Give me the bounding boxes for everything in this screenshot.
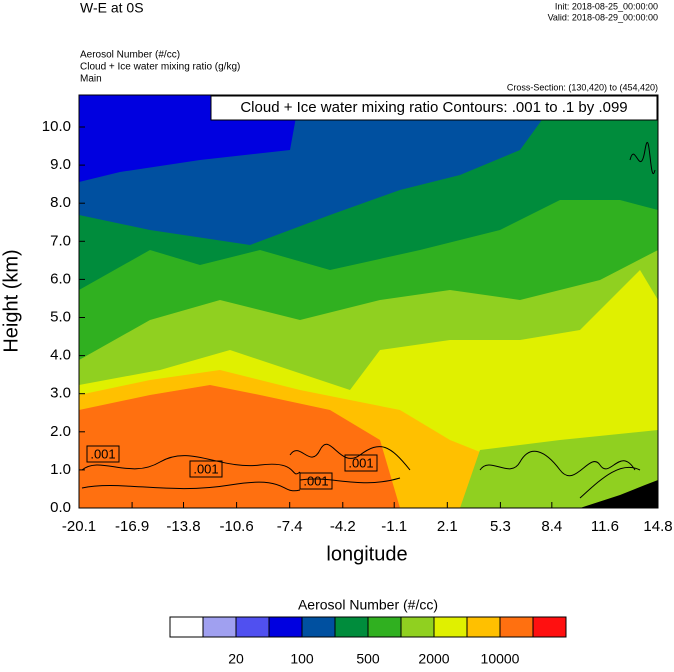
contour-line xyxy=(81,455,301,492)
colorbar-title: Aerosol Number (#/cc) xyxy=(298,597,438,613)
y-tick-label: 9.0 xyxy=(50,156,71,173)
y-tick-label: 10.0 xyxy=(42,118,71,135)
terrain xyxy=(580,480,658,508)
colorbar-box xyxy=(367,616,402,638)
contour-line xyxy=(289,443,411,484)
colorbar-label: 100 xyxy=(290,651,314,667)
field xyxy=(79,95,658,508)
y-tick-label: 7.0 xyxy=(50,232,71,249)
plot-frame xyxy=(78,94,659,509)
colorbar-box xyxy=(499,616,534,638)
colorbar-box xyxy=(433,616,468,638)
colorbar-label: 500 xyxy=(356,651,380,667)
y-tick-label: 4.0 xyxy=(50,347,71,364)
x-tick-label: -20.1 xyxy=(62,518,96,535)
colorbar-box xyxy=(301,616,336,638)
x-tick-label: -13.8 xyxy=(166,518,200,535)
label-box xyxy=(299,472,333,490)
field-name: Cloud + Ice water mixing ratio (g/kg) xyxy=(80,62,240,73)
contour-line xyxy=(629,141,656,174)
valid-time: Valid: 2018-08-29_00:00:00 xyxy=(548,12,658,22)
x-tick-label: 14.8 xyxy=(643,518,672,535)
label-box xyxy=(86,445,120,463)
colorbar-box xyxy=(532,616,567,638)
contour-label: .001 xyxy=(303,473,328,488)
x-tick-label: -1.1 xyxy=(381,518,407,535)
y-tick-label: 0.0 xyxy=(50,499,71,516)
colorbar-label: 10000 xyxy=(481,651,520,667)
y-axis-label: Height (km) xyxy=(0,249,22,352)
contour-label: .001 xyxy=(348,455,373,470)
field-band xyxy=(79,385,400,508)
x-axis-label: longitude xyxy=(326,543,407,565)
colorbar-label: 20 xyxy=(228,651,244,667)
colorbar-box xyxy=(400,616,435,638)
cross-section: Cross-Section: (130,420) to (454,420) xyxy=(507,82,658,92)
annotation: Cloud + Ice water mixing ratio Contours:… xyxy=(240,99,627,116)
field-name: Aerosol Number (#/cc) xyxy=(80,50,180,61)
colorbar-box xyxy=(235,616,270,638)
colorbar-box xyxy=(334,616,369,638)
contour-line xyxy=(479,450,641,499)
y-tick-label: 5.0 xyxy=(50,308,71,325)
y-tick-label: 2.0 xyxy=(50,423,71,440)
x-tick-label: -7.4 xyxy=(277,518,303,535)
y-tick-label: 1.0 xyxy=(50,461,71,478)
label-box xyxy=(344,454,378,472)
colorbar-box xyxy=(466,616,501,638)
contour-label: .001 xyxy=(193,461,218,476)
x-tick-label: -16.9 xyxy=(115,518,149,535)
colorbar-label: 2000 xyxy=(418,651,449,667)
y-tick-label: 3.0 xyxy=(50,385,71,402)
x-tick-label: -4.2 xyxy=(330,518,356,535)
y-tick-label: 6.0 xyxy=(50,270,71,287)
x-tick-label: 5.3 xyxy=(490,518,511,535)
title: W-E at 0S xyxy=(80,0,144,16)
contour-labels: .001 .001 .001 .001 xyxy=(86,445,378,490)
x-tick-label: 8.4 xyxy=(541,518,562,535)
init-time: Init: 2018-08-25_00:00:00 xyxy=(555,1,658,11)
colorbar-box xyxy=(169,616,204,638)
colorbar-box xyxy=(202,616,237,638)
x-tick-label: 2.1 xyxy=(437,518,458,535)
contour-label: .001 xyxy=(90,446,115,461)
colorbar-box xyxy=(268,616,303,638)
x-tick-label: -10.6 xyxy=(220,518,254,535)
annotation-box xyxy=(210,95,658,121)
field-name: Main xyxy=(80,74,102,85)
label-box xyxy=(189,460,223,478)
y-tick-label: 8.0 xyxy=(50,194,71,211)
x-tick-label: 11.6 xyxy=(591,518,619,535)
